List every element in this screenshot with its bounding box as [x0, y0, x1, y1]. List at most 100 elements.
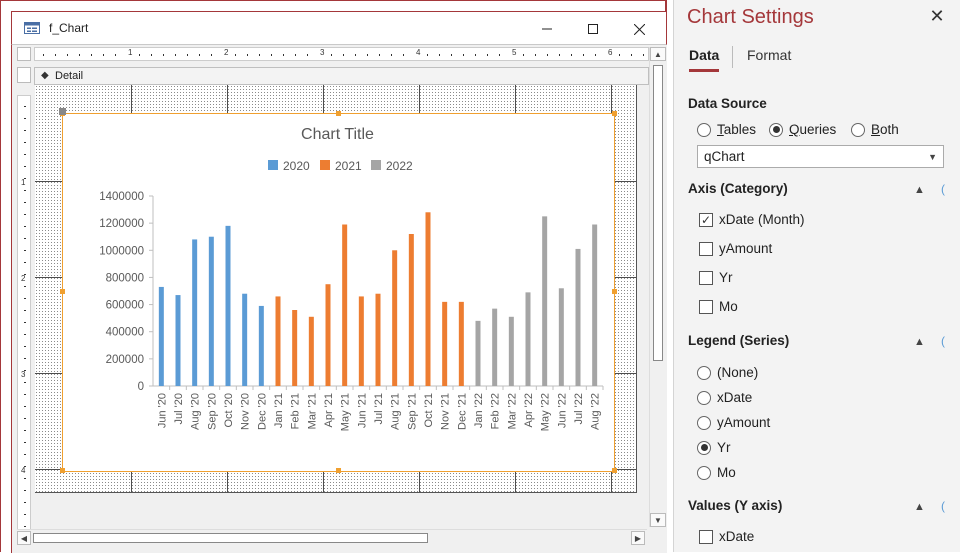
- legend-item-none[interactable]: (None): [697, 365, 758, 380]
- resize-handle[interactable]: [612, 111, 617, 116]
- checkbox[interactable]: [699, 270, 713, 285]
- ruler-tick: [24, 202, 26, 203]
- legend-item-yr[interactable]: Yr: [697, 440, 731, 455]
- resize-handle[interactable]: [612, 468, 617, 473]
- scroll-right-button[interactable]: ▶: [631, 531, 645, 545]
- vertical-scrollbar[interactable]: ▲ ▼: [649, 47, 666, 527]
- collapse-values-button[interactable]: ▲: [914, 501, 925, 513]
- resize-handle[interactable]: [336, 111, 341, 116]
- tab-format[interactable]: Format: [747, 47, 792, 63]
- radio-button[interactable]: [697, 440, 711, 455]
- checkbox[interactable]: [699, 529, 713, 544]
- resize-handle[interactable]: [336, 468, 341, 473]
- data-source-dropdown[interactable]: qChart ▼: [697, 145, 944, 168]
- horizontal-scrollbar[interactable]: ◀ ▶: [17, 529, 647, 545]
- horizontal-scroll-thumb[interactable]: [33, 533, 428, 543]
- resize-handle[interactable]: [60, 468, 65, 473]
- x-tick-label: Nov '21: [440, 393, 452, 430]
- ruler-tick: [24, 418, 26, 419]
- ruler-number: 4: [21, 466, 26, 475]
- ruler-tick: [355, 54, 356, 56]
- scroll-up-button[interactable]: ▲: [650, 47, 666, 61]
- scroll-down-button[interactable]: ▼: [650, 513, 666, 527]
- legend-swatch: [268, 160, 278, 170]
- chart-control[interactable]: Chart Title 2020 2021 2022 0 200000 400000 6000…: [62, 113, 615, 472]
- x-tick-label: Oct '20: [223, 393, 235, 428]
- ruler-tick: [331, 54, 332, 56]
- ruler-number: 4: [416, 48, 421, 57]
- x-tick-label: May '21: [340, 393, 352, 431]
- bar: [558, 288, 564, 386]
- collapse-axis-button[interactable]: ▲: [914, 184, 925, 196]
- ruler-tick: [24, 286, 26, 287]
- vertical-scroll-thumb[interactable]: [653, 65, 663, 361]
- radio-button[interactable]: [697, 415, 711, 430]
- ruler-tick: [151, 54, 152, 56]
- move-handle[interactable]: [59, 108, 66, 115]
- maximize-button[interactable]: [570, 14, 616, 44]
- bar: [325, 284, 331, 386]
- edge-indicator-icon: (: [941, 334, 945, 348]
- bar: [158, 286, 164, 386]
- form-selector[interactable]: [17, 47, 31, 61]
- ruler-tick: [91, 54, 92, 56]
- form-window: f_Chart 1 2 3 4 5 6 1 2 3 4 ◆ Detail: [0, 0, 667, 553]
- ruler-tick: [24, 190, 26, 191]
- ruler-tick: [175, 54, 176, 56]
- axis-item-mo[interactable]: Mo: [699, 299, 738, 314]
- close-window-button[interactable]: [616, 14, 662, 44]
- ruler-tick: [391, 54, 392, 56]
- checkbox[interactable]: [699, 241, 713, 256]
- resize-handle[interactable]: [60, 289, 65, 294]
- vertical-ruler[interactable]: 1 2 3 4: [17, 95, 31, 535]
- radio-tables[interactable]: Tables: [697, 122, 756, 137]
- bar: [442, 301, 448, 386]
- close-pane-button[interactable]: ✕: [929, 6, 945, 26]
- form-title-bar[interactable]: f_Chart: [11, 11, 667, 45]
- form-title: f_Chart: [49, 21, 89, 35]
- values-item-xdate[interactable]: xDate: [699, 529, 754, 544]
- radio-label: Yr: [717, 440, 731, 455]
- ruler-tick: [247, 54, 248, 56]
- radio-queries[interactable]: Queries: [769, 122, 836, 137]
- tab-data[interactable]: Data: [689, 47, 720, 72]
- legend-item-xdate[interactable]: xDate: [697, 390, 752, 405]
- axis-item-yr[interactable]: Yr: [699, 270, 733, 285]
- ruler-tick: [487, 54, 488, 56]
- ruler-number: 1: [128, 48, 133, 57]
- radio-label: Mo: [717, 465, 736, 480]
- y-tick-label: 0: [138, 381, 144, 393]
- detail-section-bar[interactable]: ◆ Detail: [34, 67, 649, 85]
- legend-swatch: [371, 160, 381, 170]
- x-tick-label: Jul '21: [373, 393, 385, 424]
- radio-button[interactable]: [769, 122, 783, 137]
- radio-both[interactable]: Both: [851, 122, 899, 137]
- x-tick-label: Aug '20: [190, 393, 202, 430]
- ruler-number: 1: [21, 178, 26, 187]
- checkbox[interactable]: [699, 299, 713, 314]
- collapse-legend-button[interactable]: ▲: [914, 336, 925, 348]
- ruler-number: 5: [512, 48, 517, 57]
- horizontal-ruler[interactable]: 1 2 3 4 5 6: [34, 47, 649, 61]
- x-tick-label: Oct '21: [423, 393, 435, 428]
- scroll-left-button[interactable]: ◀: [17, 531, 31, 545]
- radio-button[interactable]: [697, 390, 711, 405]
- minimize-button[interactable]: [524, 14, 570, 44]
- checkbox-checked[interactable]: ✓: [699, 212, 713, 227]
- ruler-tick: [24, 298, 26, 299]
- legend-item-mo[interactable]: Mo: [697, 465, 736, 480]
- radio-button[interactable]: [851, 122, 865, 137]
- radio-button[interactable]: [697, 122, 711, 137]
- section-selector[interactable]: [17, 67, 31, 83]
- section-arrow-icon: ◆: [41, 70, 49, 81]
- resize-handle[interactable]: [612, 289, 617, 294]
- bar: [275, 296, 281, 386]
- ruler-tick: [463, 54, 464, 56]
- axis-item-xdate-month[interactable]: ✓ xDate (Month): [699, 212, 805, 227]
- chart-title: Chart Title: [301, 126, 374, 143]
- axis-item-yamount[interactable]: yAmount: [699, 241, 772, 256]
- x-tick-label: Jul '20: [173, 393, 185, 424]
- legend-item-yamount[interactable]: yAmount: [697, 415, 770, 430]
- radio-button[interactable]: [697, 365, 711, 380]
- radio-button[interactable]: [697, 465, 711, 480]
